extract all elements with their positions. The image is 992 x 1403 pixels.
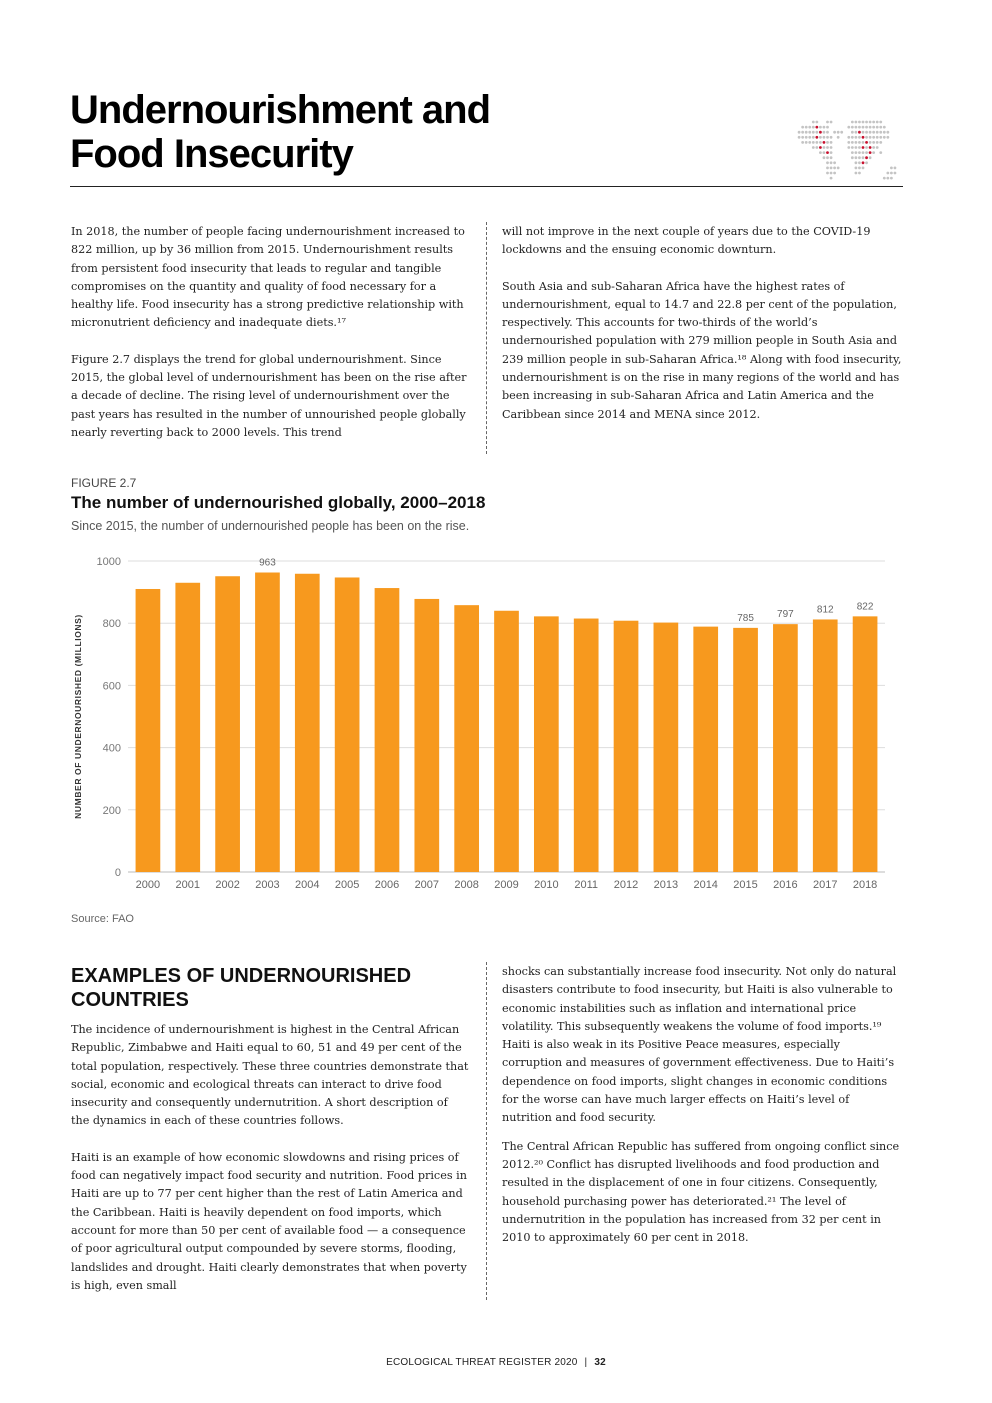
x-tick-label: 2002 bbox=[215, 879, 239, 891]
page-footer: ECOLOGICAL THREAT REGISTER 2020 | 32 bbox=[0, 1357, 992, 1368]
bar bbox=[175, 582, 201, 872]
bar bbox=[294, 573, 320, 872]
bar bbox=[573, 618, 599, 872]
page-title: Undernourishment and Food Insecurity bbox=[70, 88, 491, 176]
intro-paragraph: In 2018, the number of people facing und… bbox=[71, 225, 465, 330]
x-tick-label: 2012 bbox=[614, 879, 638, 891]
intro-paragraph: South Asia and sub-Saharan Africa have t… bbox=[502, 279, 902, 421]
section-paragraph: The Central African Republic has suffere… bbox=[502, 1139, 900, 1245]
figure-title: The number of undernourished globally, 2… bbox=[71, 493, 486, 512]
bar bbox=[653, 622, 679, 872]
intro-paragraph: will not improve in the next couple of y… bbox=[502, 225, 871, 257]
x-tick-label: 2013 bbox=[654, 879, 678, 891]
footer-publication: ECOLOGICAL THREAT REGISTER 2020 bbox=[386, 1357, 578, 1368]
x-tick-label: 2015 bbox=[733, 879, 757, 891]
bar bbox=[334, 577, 360, 872]
y-tick-label: 800 bbox=[103, 618, 121, 630]
column-divider bbox=[486, 222, 487, 454]
world-dot-map-icon bbox=[797, 120, 897, 180]
figure-subtitle: Since 2015, the number of undernourished… bbox=[71, 519, 470, 533]
x-tick-label: 2008 bbox=[454, 879, 478, 891]
bar bbox=[613, 620, 639, 872]
footer-separator: | bbox=[584, 1357, 588, 1368]
y-tick-label: 1000 bbox=[97, 556, 121, 568]
data-label: 963 bbox=[259, 558, 276, 569]
x-tick-label: 2018 bbox=[853, 879, 877, 891]
intro-paragraph: Figure 2.7 displays the trend for global… bbox=[71, 352, 467, 439]
bar bbox=[215, 576, 240, 872]
bar bbox=[812, 619, 838, 872]
bar bbox=[135, 588, 161, 872]
x-tick-label: 2000 bbox=[136, 879, 160, 891]
data-label: 812 bbox=[817, 604, 834, 615]
y-axis-label: NUMBER OF UNDERNOURISHED (MILLIONS) bbox=[73, 614, 83, 819]
x-tick-label: 2017 bbox=[813, 879, 837, 891]
bar bbox=[693, 626, 719, 872]
x-tick-label: 2005 bbox=[335, 879, 359, 891]
bar bbox=[852, 616, 878, 872]
intro-left-column: In 2018, the number of people facing und… bbox=[71, 223, 471, 460]
map-dots bbox=[797, 120, 897, 180]
figure-label: FIGURE 2.7 bbox=[71, 476, 137, 490]
bar bbox=[414, 598, 440, 872]
data-label: 785 bbox=[737, 613, 754, 624]
bar bbox=[255, 572, 280, 872]
x-tick-label: 2007 bbox=[415, 879, 439, 891]
data-label: 797 bbox=[777, 609, 794, 620]
data-label: 822 bbox=[857, 601, 874, 612]
column-divider bbox=[486, 962, 487, 1300]
undernourished-bar-chart: 0 200 400 600 800 1000 2000 2001 2002 2003 2004 200… bbox=[73, 556, 885, 891]
bar bbox=[374, 588, 400, 872]
x-tick-label: 2010 bbox=[534, 879, 558, 891]
y-tick-label: 0 bbox=[115, 867, 121, 879]
bar bbox=[533, 616, 559, 872]
x-tick-label: 2011 bbox=[574, 879, 598, 891]
y-tick-label: 200 bbox=[103, 805, 121, 817]
x-tick-label: 2016 bbox=[773, 879, 797, 891]
bar bbox=[733, 627, 758, 872]
page-number: 32 bbox=[594, 1357, 606, 1368]
bar bbox=[494, 610, 519, 872]
bar bbox=[454, 605, 480, 872]
x-tick-label: 2001 bbox=[176, 879, 200, 891]
section-paragraph: The incidence of undernourishment is hig… bbox=[71, 1023, 469, 1128]
x-tick-label: 2014 bbox=[693, 879, 717, 891]
y-tick-label: 600 bbox=[103, 680, 121, 692]
intro-right-column: will not improve in the next couple of y… bbox=[502, 223, 904, 442]
x-tick-label: 2003 bbox=[255, 879, 279, 891]
bar bbox=[773, 624, 798, 872]
x-tick-label: 2006 bbox=[375, 879, 399, 891]
section-paragraph: shocks can substantially increase food i… bbox=[502, 965, 897, 1125]
section-paragraph: Haiti is an example of how economic slow… bbox=[71, 1150, 467, 1292]
x-tick-label: 2004 bbox=[295, 879, 319, 891]
section-left-column: The incidence of undernourishment is hig… bbox=[71, 1021, 469, 1313]
section-heading: EXAMPLES OF UNDERNOURISHED COUNTRIES bbox=[71, 965, 412, 1011]
section-right-column: shocks can substantially increase food i… bbox=[502, 963, 902, 1265]
y-tick-label: 400 bbox=[103, 743, 121, 755]
title-divider bbox=[70, 186, 903, 187]
figure-source: Source: FAO bbox=[71, 913, 134, 925]
x-tick-label: 2009 bbox=[494, 879, 518, 891]
